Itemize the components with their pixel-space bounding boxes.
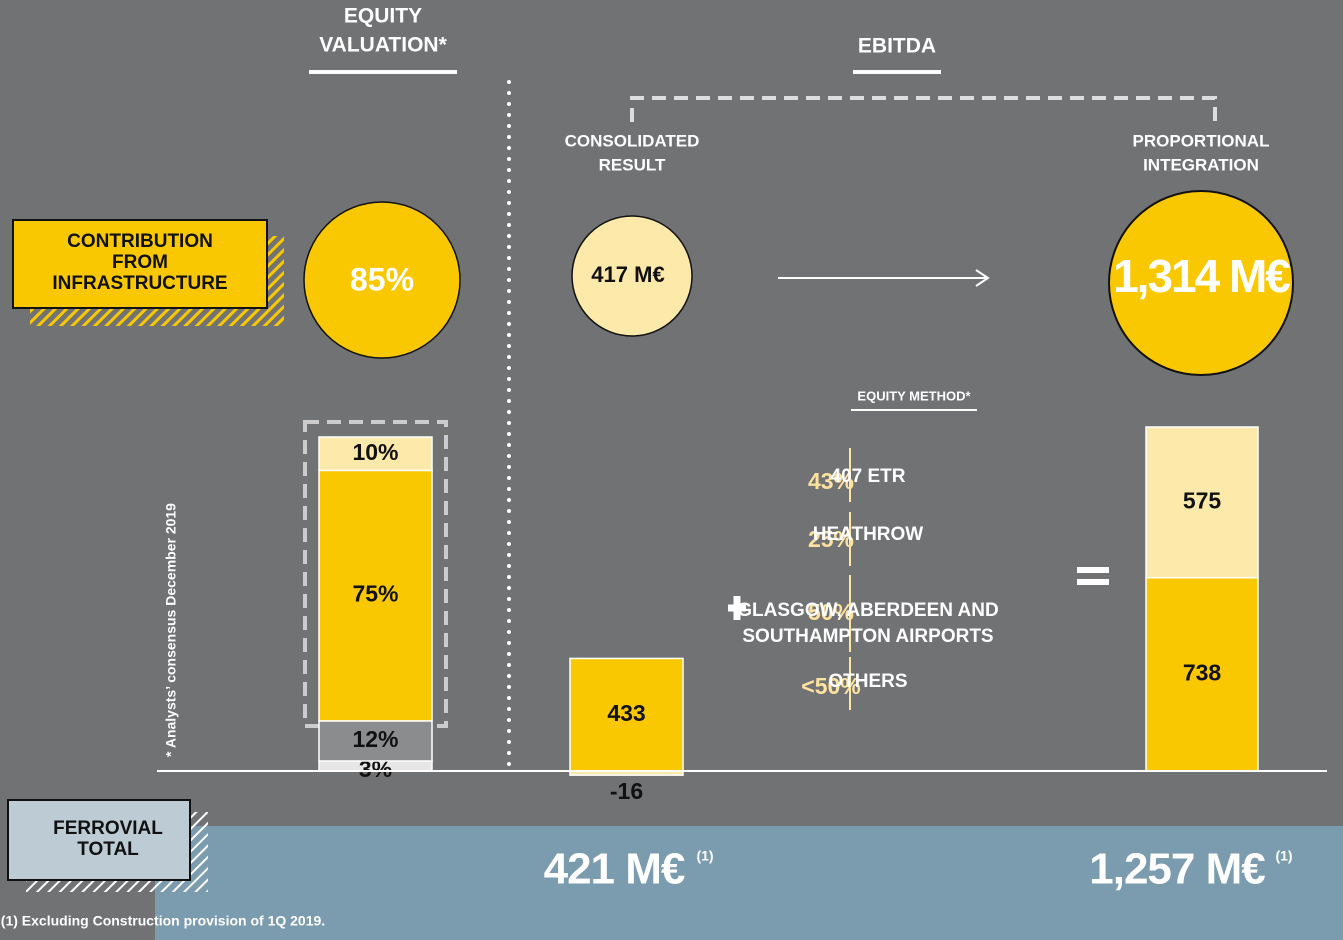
label: HEATHROW	[813, 524, 924, 545]
label: FROM	[112, 252, 168, 273]
label: TOTAL	[77, 839, 139, 860]
label: EQUITY	[344, 5, 422, 28]
label: CONTRIBUTION	[67, 231, 213, 252]
label: INTEGRATION	[1143, 155, 1259, 174]
label: 1,314 M€	[1113, 250, 1290, 302]
label: EQUITY METHOD*	[857, 388, 971, 403]
label: (1)	[696, 848, 713, 864]
label: 575	[1183, 487, 1222, 513]
label: 50%	[808, 599, 854, 625]
label: 10%	[352, 439, 398, 465]
label: 433	[607, 700, 645, 726]
label: 738	[1183, 659, 1222, 685]
circle	[571, 215, 693, 337]
label: GLASGOW, ABERDEEN AND	[737, 600, 998, 621]
bar-segment	[318, 720, 433, 762]
label: 417 M€	[591, 262, 664, 287]
label: OTHERS	[828, 671, 907, 692]
bracket	[630, 96, 1217, 122]
label: 85%	[350, 261, 414, 297]
circle	[303, 201, 461, 359]
equals	[1077, 567, 1109, 585]
label: -16	[610, 778, 643, 804]
label: EBITDA	[858, 35, 936, 58]
label: SOUTHAMPTON AIRPORTS	[742, 626, 993, 647]
label: PROPORTIONAL	[1133, 131, 1270, 150]
label: 421 M€	[544, 845, 685, 894]
label: 25%	[808, 526, 854, 552]
contribution-box	[12, 219, 268, 309]
bar-segment	[318, 436, 433, 472]
circle	[1108, 190, 1294, 376]
label: (1)	[1275, 848, 1292, 864]
label: 75%	[352, 581, 398, 607]
label: 43%	[808, 468, 854, 494]
bar-segment	[569, 657, 684, 772]
label: 1,257 M€	[1089, 845, 1265, 894]
label: 12%	[352, 726, 398, 752]
label: INFRASTRUCTURE	[52, 273, 227, 294]
total-box	[7, 799, 191, 881]
arrow	[778, 269, 990, 287]
label: * Analysts’ consensus December 2019	[163, 503, 179, 757]
bar-segment	[318, 469, 433, 722]
label: VALUATION*	[319, 34, 447, 57]
label: RESULT	[599, 155, 666, 174]
label: 407 ETR	[831, 466, 906, 487]
label: CONSOLIDATED	[565, 131, 700, 150]
bar-segment	[1145, 426, 1259, 579]
total-band	[155, 826, 1343, 940]
label: (1) Excluding Construction provision of …	[1, 913, 325, 929]
label: FERROVIAL	[53, 818, 163, 839]
plus	[728, 596, 746, 620]
